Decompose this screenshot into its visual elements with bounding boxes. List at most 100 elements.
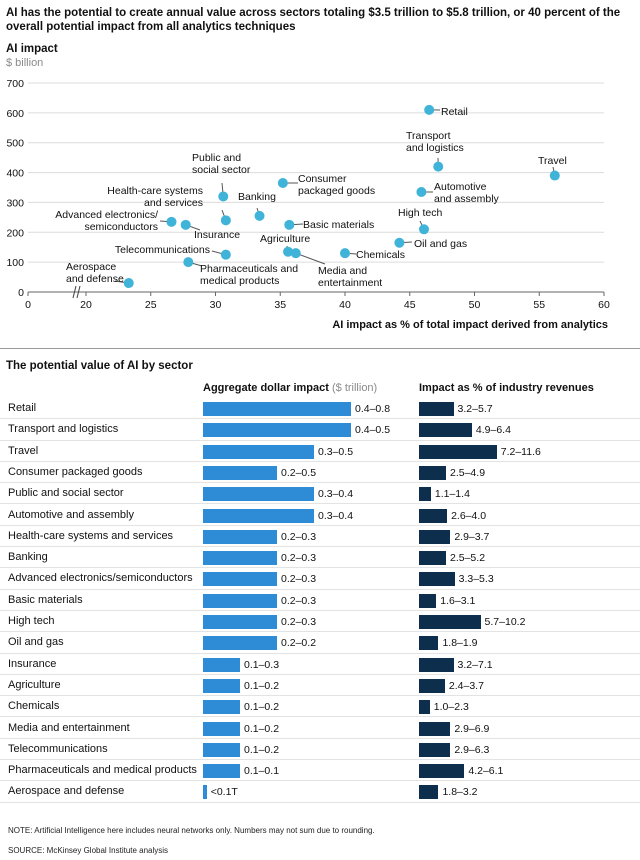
chart-note: NOTE: Artificial Intelligence here inclu… xyxy=(8,826,375,835)
point-label-media-and-entertainment: Media and entertainment xyxy=(318,265,382,289)
point-label-aerospace-and-defense: Aerospace and defense xyxy=(66,261,124,285)
x-tick-label: 20 xyxy=(80,299,92,311)
row-divider xyxy=(0,673,640,675)
revenue-value-label: 1.0–2.3 xyxy=(433,701,469,714)
section-divider xyxy=(0,348,640,349)
sector-label: Basic materials xyxy=(8,593,83,606)
revenue-value-label: 1.6–3.1 xyxy=(440,594,476,607)
row-divider xyxy=(0,695,640,697)
sector-label: Aerospace and defense xyxy=(8,785,125,798)
revenue-bar xyxy=(419,636,439,651)
sector-row-health-care-systems-and-services: Health-care systems and services 0.2–0.3 2… xyxy=(0,526,640,548)
sector-row-retail: Retail 0.4–0.8 3.2–5.7 xyxy=(0,398,640,420)
row-divider xyxy=(0,482,640,484)
aggregate-bar xyxy=(203,465,277,480)
aggregate-value-label: 0.2–0.2 xyxy=(281,637,317,650)
point-retail xyxy=(424,104,435,115)
sector-row-oil-and-gas: Oil and gas 0.2–0.2 1.8–1.9 xyxy=(0,632,640,654)
point-label-travel: Travel xyxy=(538,155,567,167)
chart-headline: AI has the potential to create annual va… xyxy=(6,7,621,33)
aggregate-value-label: 0.1–0.1 xyxy=(244,765,280,778)
aggregate-bar xyxy=(203,551,277,566)
revenue-value-label: 1.8–1.9 xyxy=(442,637,478,650)
row-divider xyxy=(0,780,640,782)
revenue-value-label: 1.8–3.2 xyxy=(442,786,478,799)
sector-label: Chemicals xyxy=(8,700,60,713)
sector-row-automotive-and-assembly: Automotive and assembly 0.3–0.4 2.6–4.0 xyxy=(0,505,640,526)
axis-break-mark xyxy=(72,285,77,299)
y-tick-label: 700 xyxy=(6,78,24,90)
revenue-bar xyxy=(419,423,472,438)
sector-row-public-and-social-sector: Public and social sector 0.3–0.4 1.1–1.4 xyxy=(0,483,640,505)
axis-break-mark xyxy=(76,285,81,299)
row-divider xyxy=(0,631,640,633)
aggregate-bar xyxy=(203,529,277,544)
sector-label: Oil and gas xyxy=(8,636,64,649)
revenue-value-label: 4.2–6.1 xyxy=(468,765,504,778)
sector-label: Consumer packaged goods xyxy=(8,465,143,478)
scatter-chart: AI impact$ billion0100200300400500600700… xyxy=(6,43,610,331)
point-public-and-social-sector xyxy=(218,191,229,202)
aggregate-value-label: 0.2–0.5 xyxy=(281,466,317,479)
row-divider xyxy=(0,759,640,761)
point-label-agriculture: Agriculture xyxy=(260,233,310,245)
aggregate-value-label: 0.1–0.2 xyxy=(244,701,280,714)
y-axis-title: AI impact xyxy=(6,43,58,55)
revenue-bar xyxy=(419,764,465,779)
sector-label: Telecommunications xyxy=(8,742,108,755)
point-label-pharmaceuticals-and-medical-products: Pharmaceuticals and medical products xyxy=(200,263,298,287)
sector-label: Transport and logistics xyxy=(8,423,119,436)
revenue-value-label: 2.4–3.7 xyxy=(448,679,484,692)
revenue-value-label: 3.2–7.1 xyxy=(457,658,493,671)
sector-label: Health-care systems and services xyxy=(8,529,174,542)
revenue-value-label: 7.2–11.6 xyxy=(500,445,541,458)
sector-row-insurance: Insurance 0.1–0.3 3.2–7.1 xyxy=(0,654,640,675)
revenue-bar xyxy=(419,572,455,587)
aggregate-bar xyxy=(203,742,240,757)
sector-label: Public and social sector xyxy=(8,487,124,500)
point-insurance xyxy=(180,219,191,230)
sector-row-travel: Travel 0.3–0.5 7.2–11.6 xyxy=(0,441,640,462)
point-label-chemicals: Chemicals xyxy=(356,249,405,261)
y-tick-label: 100 xyxy=(6,257,24,269)
sector-row-high-tech: High tech 0.2–0.3 5.7–10.2 xyxy=(0,611,640,633)
y-tick-label: 500 xyxy=(6,138,24,150)
x-axis-title: AI impact as % of total impact derived f… xyxy=(332,319,608,331)
point-label-health-care-systems-and-services: Health-care systems and services xyxy=(107,185,203,209)
aggregate-bar xyxy=(203,700,240,715)
x-tick-label: 55 xyxy=(533,299,545,311)
aggregate-column-unit: ($ trillion) xyxy=(331,382,378,394)
revenue-bar xyxy=(419,593,437,608)
point-advanced-electronics-semiconductors xyxy=(166,216,177,227)
aggregate-bar xyxy=(203,678,240,693)
aggregate-bar xyxy=(203,402,351,416)
row-divider xyxy=(0,652,640,654)
revenue-value-label: 4.9–6.4 xyxy=(475,424,511,437)
aggregate-value-label: 0.2–0.3 xyxy=(281,573,317,586)
revenue-column-header: Impact as % of industry revenues xyxy=(419,382,594,394)
revenue-value-label: 5.7–10.2 xyxy=(484,616,526,628)
aggregate-bar xyxy=(203,593,277,608)
revenue-bar xyxy=(419,402,454,416)
row-divider xyxy=(0,567,640,569)
point-health-care-systems-and-services xyxy=(220,215,231,226)
revenue-value-label: 1.1–1.4 xyxy=(434,488,470,501)
revenue-column-title: Impact as % of industry revenues xyxy=(419,382,594,394)
sector-row-chemicals: Chemicals 0.1–0.2 1.0–2.3 xyxy=(0,696,640,718)
row-divider xyxy=(0,460,640,462)
revenue-bar xyxy=(419,508,448,523)
x-tick-label: 35 xyxy=(274,299,286,311)
sector-label: High tech xyxy=(8,615,55,627)
row-divider xyxy=(0,716,640,718)
aggregate-bar xyxy=(203,615,277,629)
sector-row-telecommunications: Telecommunications 0.1–0.2 2.9–6.3 xyxy=(0,739,640,761)
aggregate-bar xyxy=(203,657,240,672)
revenue-value-label: 3.3–5.3 xyxy=(458,573,494,586)
chart-source: SOURCE: McKinsey Global Institute analys… xyxy=(8,846,169,855)
sector-label: Agriculture xyxy=(8,678,61,691)
aggregate-bar xyxy=(203,508,314,523)
point-media-and-entertainment xyxy=(290,248,301,259)
x-tick-label: 60 xyxy=(598,299,610,311)
revenue-bar xyxy=(419,742,451,757)
leader-line-media-and-entertainment xyxy=(295,252,326,265)
